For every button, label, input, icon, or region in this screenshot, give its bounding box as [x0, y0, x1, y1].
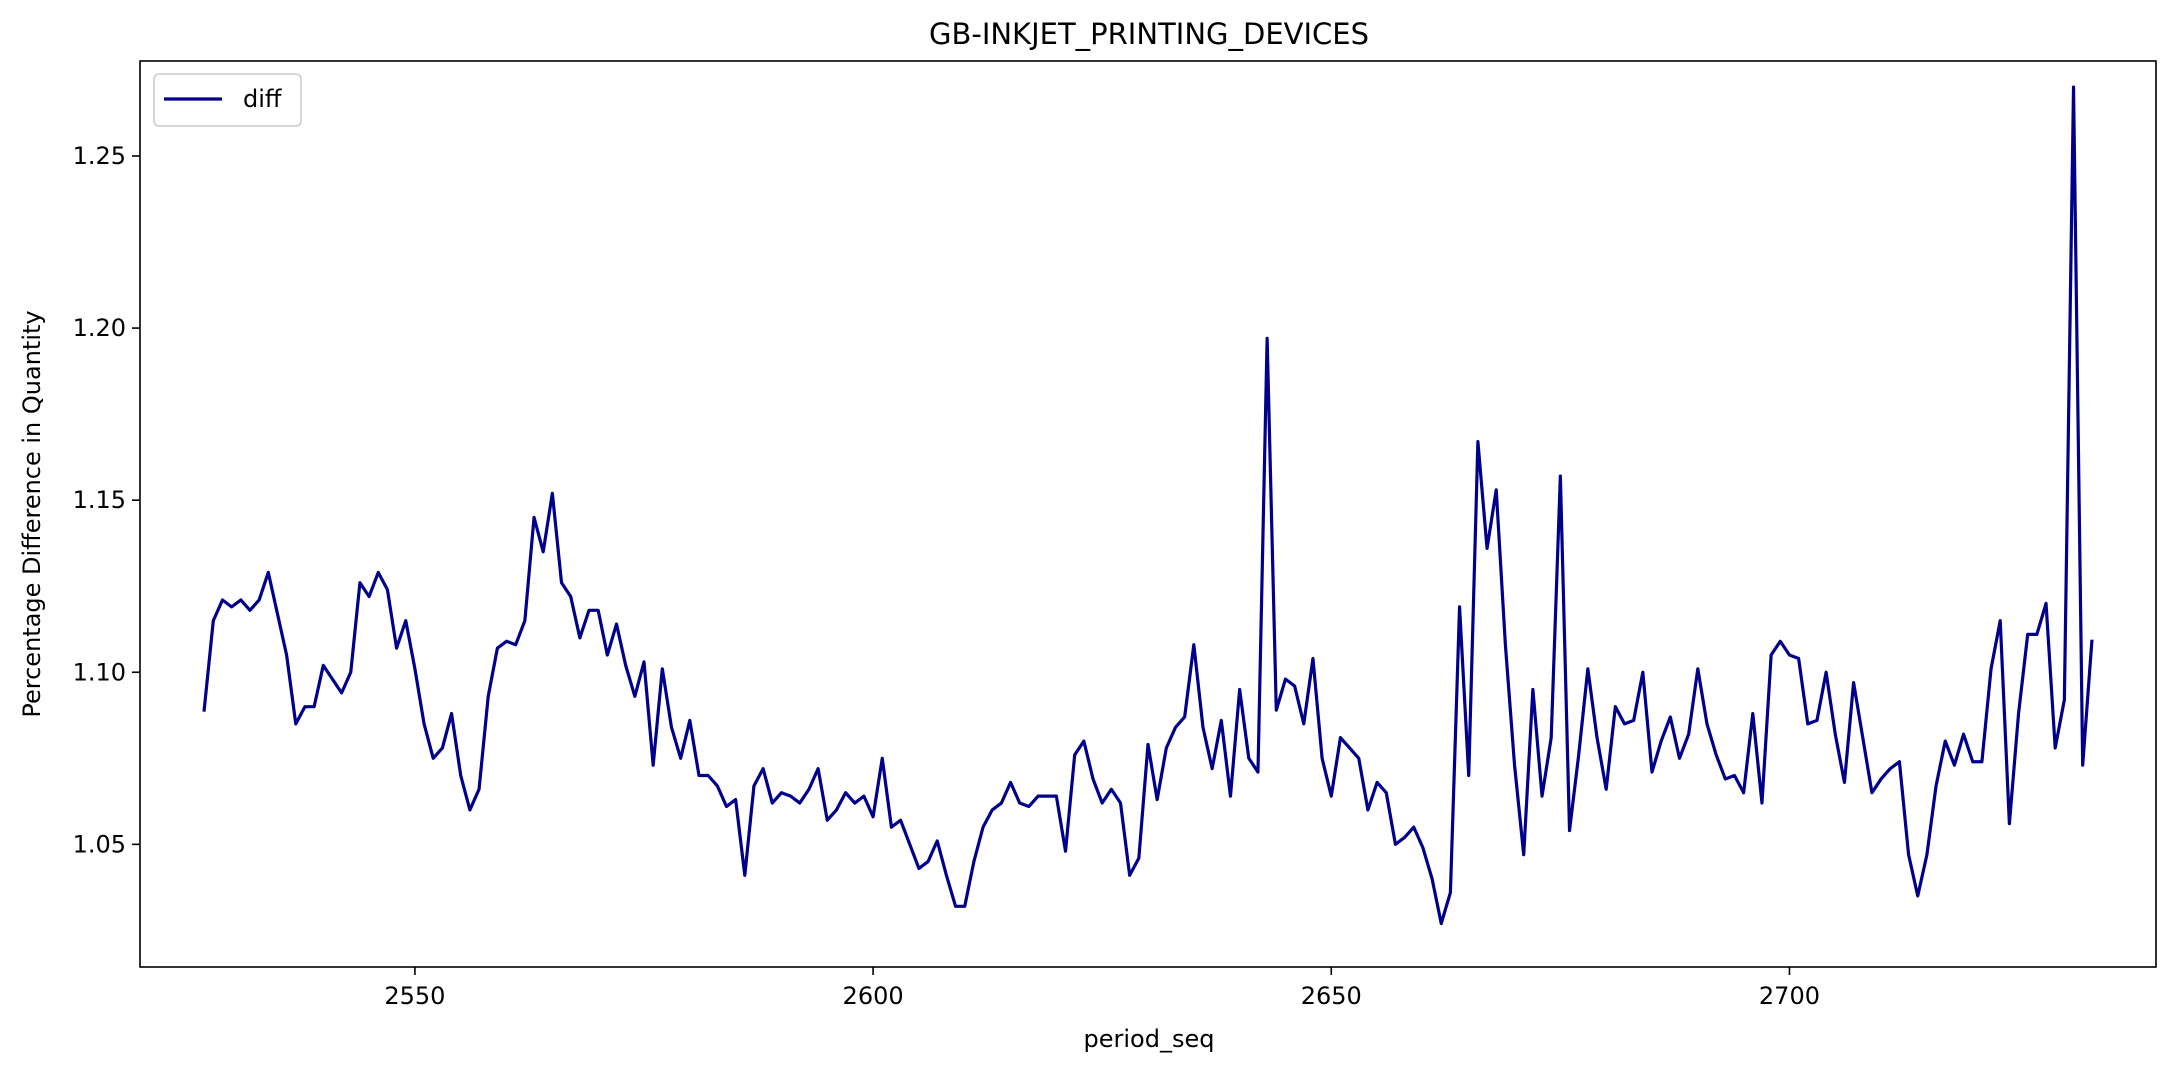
y-axis-label: Percentage Difference in Quantity [18, 310, 46, 717]
series-layer [202, 85, 2094, 926]
x-tick-label: 2600 [843, 982, 904, 1010]
legend-box [153, 73, 302, 127]
x-tick-label: 2550 [384, 982, 445, 1010]
plot-frame [139, 60, 2157, 968]
x-tick-label: 2650 [1301, 982, 1362, 1010]
legend-label-diff: diff [243, 85, 282, 113]
axes: 2550 2600 2650 2700 1.05 1.10 1.15 1.20 1.25 [73, 142, 1820, 1010]
y-tick-label: 1.25 [73, 142, 126, 170]
y-tick-label: 1.05 [73, 830, 126, 858]
y-tick-label: 1.10 [73, 658, 126, 686]
series-line-diff [202, 85, 2094, 926]
x-tick-label: 2700 [1759, 982, 1820, 1010]
x-axis-label: period_seq [1084, 1025, 1215, 1053]
y-tick-label: 1.20 [73, 314, 126, 342]
legend: diff [153, 73, 302, 127]
chart-title: GB-INKJET_PRINTING_DEVICES [929, 17, 1369, 51]
y-tick-label: 1.15 [73, 486, 126, 514]
